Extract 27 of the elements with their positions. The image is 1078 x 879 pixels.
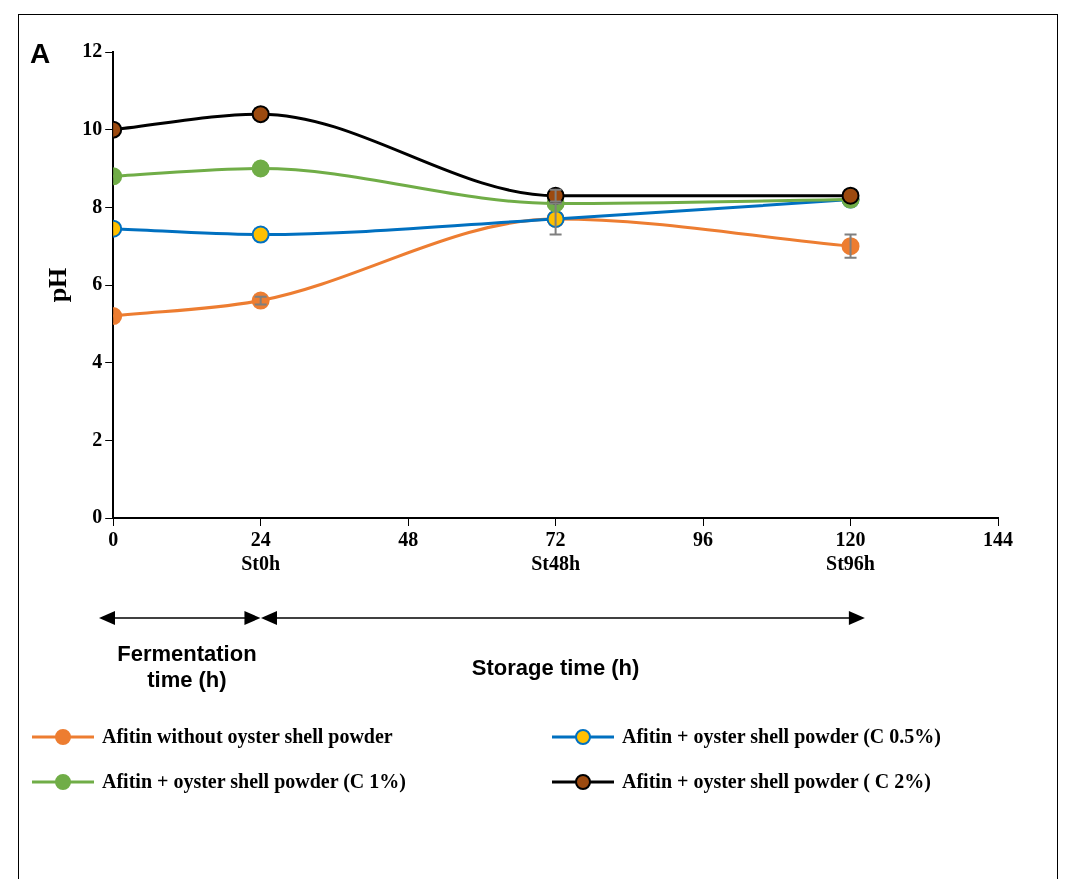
x-tick-label: 0 — [108, 528, 119, 551]
text: A — [30, 38, 51, 70]
x-tick-label: 72 St48h — [531, 528, 581, 575]
y-tick-label: 6 — [92, 272, 103, 295]
legend-label: Afitin without oyster shell powder — [102, 725, 393, 748]
legend-label: Afitin + oyster shell powder (C 0.5%) — [622, 725, 941, 748]
x-tick-label: 24 St0h — [241, 528, 281, 575]
legend-label: Afitin + oyster shell powder (C 1%) — [102, 770, 406, 793]
text: Storage time (h) — [471, 655, 640, 681]
y-tick-label: 4 — [92, 349, 103, 372]
point — [251, 225, 270, 244]
x-tick-label: 96 — [693, 528, 714, 551]
y-tick-label: 8 — [92, 194, 103, 217]
point — [841, 186, 860, 205]
text: Fermentation time (h) — [116, 641, 258, 693]
legend-label: Afitin + oyster shell powder ( C 2%) — [622, 770, 931, 793]
point — [251, 105, 270, 124]
y-tick-label: 2 — [92, 427, 103, 450]
y-axis-title: pH — [43, 267, 73, 303]
point — [251, 291, 270, 310]
x-tick-label: 120 St96h — [826, 528, 875, 575]
y-tick-label: 12 — [82, 39, 103, 62]
y-tick-label: 10 — [82, 116, 103, 139]
x-tick-label: 48 — [398, 528, 419, 551]
y-tick-label: 0 — [92, 505, 103, 528]
point — [251, 159, 270, 178]
x-tick-label: 144 — [983, 528, 1013, 551]
